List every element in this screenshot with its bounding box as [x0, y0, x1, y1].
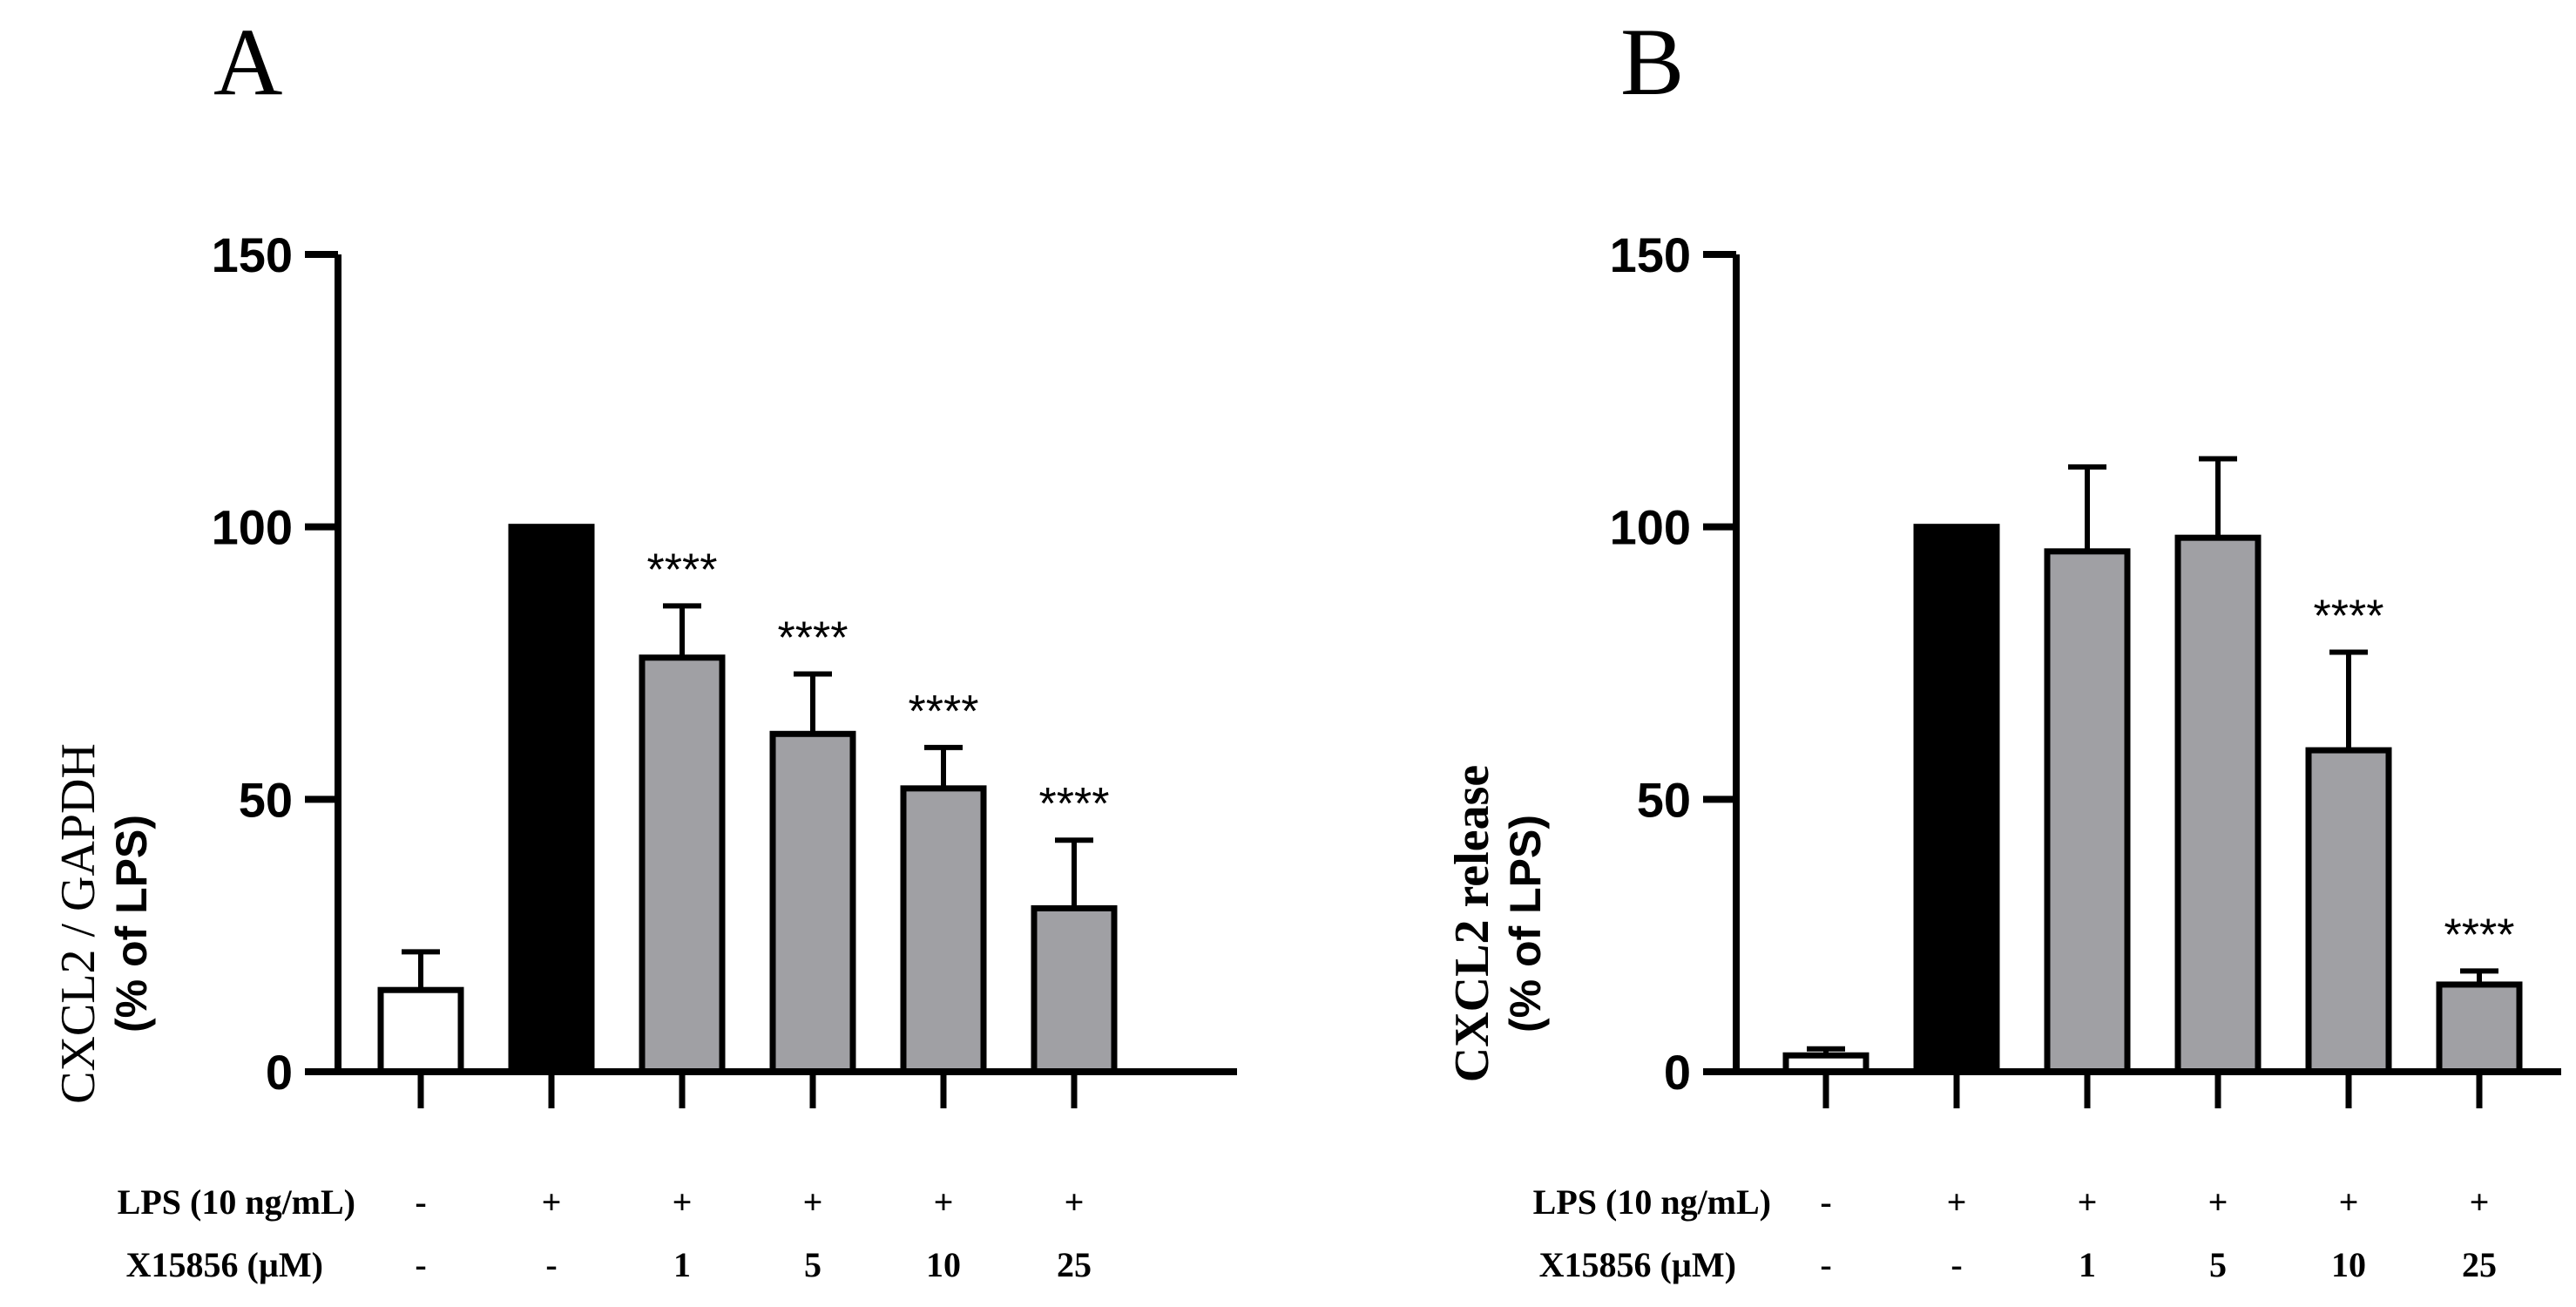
- panel-b-significance-6: ****: [2444, 910, 2515, 960]
- panel-b-significance-5: ****: [2314, 591, 2384, 641]
- panel-a-error-bar-3: [663, 603, 701, 658]
- panel-a-significance-5: ****: [909, 687, 979, 737]
- panel-a-lps-value-2: +: [542, 1182, 562, 1222]
- panel-a-lps-value-4: +: [803, 1182, 823, 1222]
- panel-a-ylabel-sub: (% of LPS): [107, 815, 156, 1033]
- panel-a-lps-row-label: LPS (10 ng/mL): [118, 1182, 355, 1222]
- panel-b-drug-row-label: X15856 (µM): [1539, 1245, 1736, 1284]
- panel-a-lps-value-6: +: [1065, 1182, 1085, 1222]
- panel-a-drug-value-4: 5: [804, 1245, 821, 1284]
- panel-b-error-bar-4: [2199, 456, 2237, 538]
- panel-b-drug-value-2: -: [1951, 1245, 1962, 1284]
- panel-b-y-tick-label-150: 150: [1610, 227, 1691, 282]
- panel-b-error-bar-5: [2329, 649, 2368, 751]
- panel-a-error-bar-5: [924, 744, 963, 789]
- panel-a-lps-value-5: +: [934, 1182, 954, 1222]
- panel-b-lps-value-4: +: [2208, 1182, 2228, 1222]
- panel-a-lps-value-1: -: [415, 1182, 426, 1222]
- panel-a-drug-value-5: 10: [926, 1245, 961, 1284]
- panel-b-y-tick-label-100: 100: [1610, 500, 1691, 555]
- panel-a-error-bar-1: [402, 949, 440, 991]
- panel-b-error-bar-1: [1807, 1046, 1845, 1056]
- panel-b-marks: **** ****: [1782, 456, 2523, 1075]
- panel-b-drug-value-3: 1: [2079, 1245, 2096, 1284]
- panel-a-drug-value-2: -: [545, 1245, 557, 1284]
- panel-b-chart: B CXCL2 release (% of LPS) **** **** 0 50 1…: [1445, 9, 2561, 1284]
- panel-a-drug-value-1: -: [415, 1245, 426, 1284]
- panel-a-bar-2: [508, 524, 595, 1075]
- panel-a-lps-value-3: +: [673, 1182, 693, 1222]
- panel-b-bar-3: [2044, 548, 2131, 1075]
- panel-b-bar-4: [2174, 534, 2262, 1075]
- panel-a-marks: **** **** **** ****: [377, 524, 1118, 1075]
- panel-a-bar-1: [377, 986, 464, 1075]
- panel-b-ylabel: CXCL2 release: [1445, 765, 1499, 1082]
- panel-a-bar-3: [639, 654, 726, 1075]
- panel-a-significance-6: ****: [1039, 779, 1110, 830]
- panel-b-bar-2: [1913, 524, 2000, 1075]
- panel-b-y-tick-label-50: 50: [1637, 772, 1691, 827]
- panel-b-bar-6: [2436, 981, 2523, 1075]
- panel-b-error-bar-3: [2068, 464, 2106, 552]
- panel-a-significance-3: ****: [647, 545, 718, 595]
- panel-b-lps-value-3: +: [2078, 1182, 2098, 1222]
- panel-b-axes: 0 50 100 150: [1610, 227, 2561, 1108]
- panel-b-y-tick-label-0: 0: [1664, 1045, 1691, 1100]
- panel-b-lps-value-6: +: [2470, 1182, 2490, 1222]
- panel-b-lps-row-label: LPS (10 ng/mL): [1533, 1182, 1771, 1222]
- panel-b-treatment-values: - - + - +1 +5 +10 +25: [1820, 1182, 2497, 1284]
- panel-b-drug-value-1: -: [1820, 1245, 1831, 1284]
- panel-a-drug-value-3: 1: [673, 1245, 691, 1284]
- panel-a-ylabel: CXCL2 / GAPDH: [51, 743, 105, 1104]
- panel-a-chart: A CXCL2 / GAPDH (% of LPS) *************…: [51, 9, 1237, 1284]
- panel-b-letter: B: [1620, 9, 1684, 115]
- panel-b-ylabel-sub: (% of LPS): [1501, 815, 1550, 1033]
- panel-a-y-tick-label-100: 100: [212, 500, 293, 555]
- panel-a-y-tick-label-50: 50: [239, 772, 293, 827]
- panel-a-drug-value-6: 25: [1057, 1245, 1092, 1284]
- panel-a-treatment-values: - - + - +1 +5 +10 +25: [415, 1182, 1092, 1284]
- panel-a-drug-row-label: X15856 (µM): [126, 1245, 323, 1284]
- panel-b-lps-value-5: +: [2339, 1182, 2359, 1222]
- panel-b-bar-5: [2305, 747, 2392, 1075]
- panel-a-bar-6: [1031, 904, 1118, 1075]
- panel-b-lps-value-2: +: [1947, 1182, 1967, 1222]
- panel-b-lps-value-1: -: [1820, 1182, 1831, 1222]
- panel-a-letter: A: [213, 9, 282, 115]
- panel-a-bar-5: [900, 785, 987, 1075]
- panel-a-bar-4: [769, 730, 856, 1075]
- panel-a-y-tick-label-0: 0: [266, 1045, 293, 1100]
- panel-a-significance-4: ****: [778, 613, 849, 664]
- panel-a-y-tick-label-150: 150: [212, 227, 293, 282]
- panel-b-drug-value-6: 25: [2462, 1245, 2497, 1284]
- panel-a-error-bar-6: [1055, 837, 1093, 909]
- panel-b-error-bar-6: [2460, 968, 2498, 985]
- panel-a-error-bar-4: [794, 671, 832, 735]
- panel-b-drug-value-5: 10: [2331, 1245, 2366, 1284]
- panel-b-drug-value-4: 5: [2209, 1245, 2227, 1284]
- panel-a-axes: 0 50 100 150: [212, 227, 1237, 1108]
